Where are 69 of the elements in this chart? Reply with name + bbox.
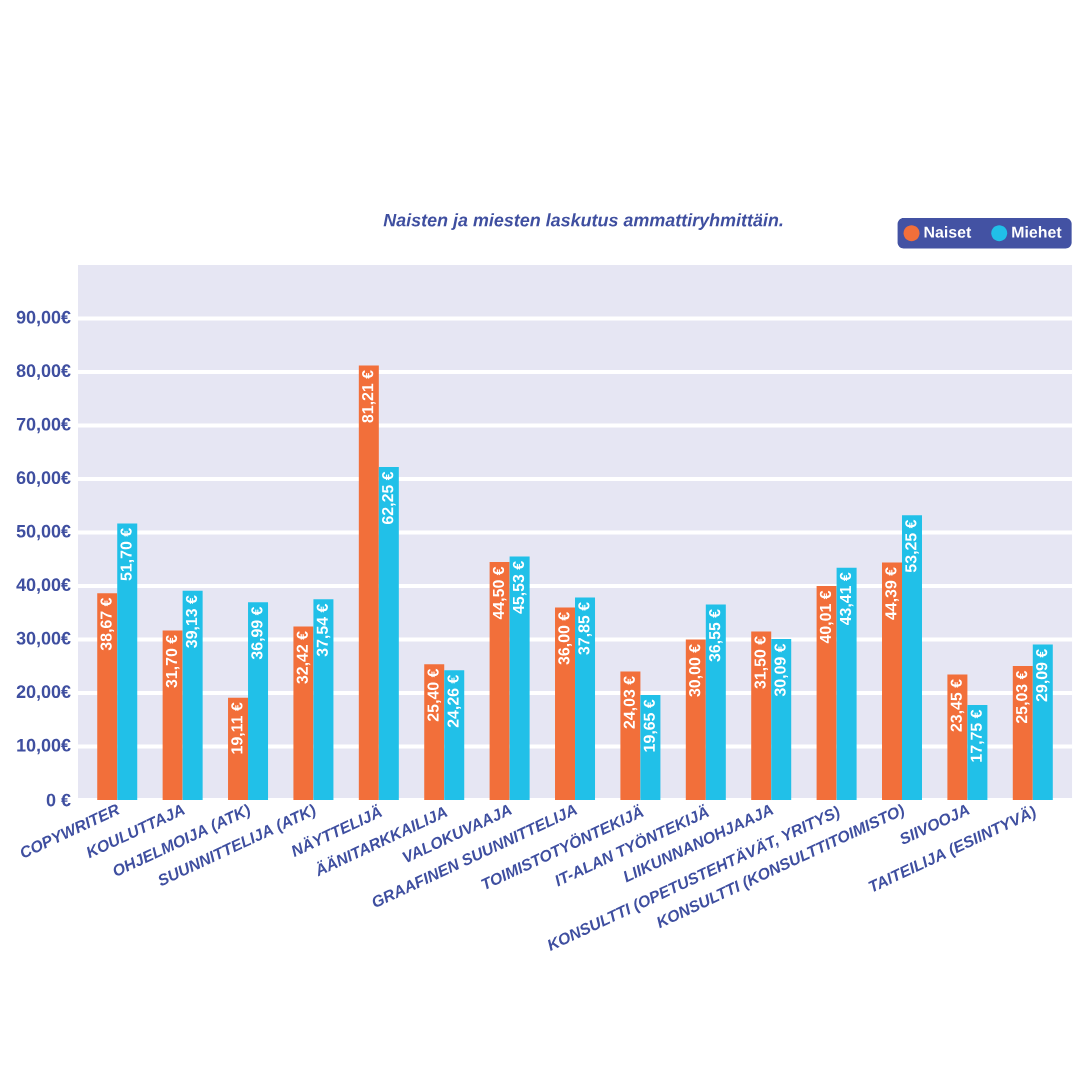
data-label: 36,55 €: [709, 609, 723, 662]
bar: [117, 523, 138, 801]
bar: [620, 671, 641, 801]
data-label: 31,70 €: [165, 635, 180, 688]
data-label: 24,26 €: [447, 674, 462, 728]
bar: [685, 639, 706, 801]
legend-label: Miehet: [1012, 226, 1062, 238]
data-label: 39,13 €: [185, 595, 200, 648]
bar: [313, 599, 334, 801]
bar: [182, 590, 203, 801]
data-label: 37,54 €: [316, 603, 331, 657]
bar: [509, 556, 530, 801]
data-label: 53,25 €: [905, 519, 919, 573]
y-tick-label: 60,00€: [16, 471, 71, 487]
bar: [424, 664, 445, 801]
data-label: 38,67 €: [100, 597, 115, 651]
data-label: 44,39 €: [885, 567, 899, 620]
data-label: 36,00 €: [558, 612, 572, 665]
y-tick-label: 80,00€: [16, 364, 71, 380]
data-label: 30,00 €: [689, 644, 703, 697]
data-label: 32,42 €: [296, 631, 311, 684]
data-label: 25,40 €: [427, 668, 442, 722]
y-tick-label: 50,00€: [16, 524, 71, 541]
data-label: 81,21 €: [362, 370, 376, 423]
bar: [378, 466, 399, 801]
bar: [248, 602, 269, 801]
bar: [162, 630, 183, 801]
y-tick-label: 90,00€: [16, 310, 71, 327]
bar: [489, 561, 510, 801]
bar: [444, 670, 465, 801]
data-label: 29,09 €: [1036, 649, 1050, 702]
data-label: 44,50 €: [492, 566, 507, 620]
bar: [358, 365, 379, 801]
bar: [1012, 666, 1033, 801]
bar: [751, 631, 772, 801]
bar: [555, 607, 576, 801]
data-label: 30,09 €: [774, 643, 789, 697]
y-tick-label: 30,00€: [16, 631, 71, 648]
bar: [947, 674, 968, 801]
data-label: 25,03 €: [1016, 670, 1030, 724]
data-label: 43,41 €: [839, 572, 854, 626]
y-tick-label: 20,00€: [16, 685, 71, 701]
data-label: 40,01 €: [819, 590, 834, 644]
bar: [293, 626, 314, 801]
data-label: 19,11 €: [231, 702, 245, 754]
bar: [575, 597, 596, 801]
data-label: 23,45 €: [950, 679, 965, 732]
bar: [705, 604, 726, 801]
bar: [97, 593, 118, 801]
data-label: 19,65 €: [643, 699, 658, 752]
bar: [836, 567, 857, 801]
data-label: 37,85 €: [578, 602, 592, 655]
bar: [882, 562, 902, 801]
y-tick-label: 10,00€: [17, 738, 71, 755]
y-tick-label: 70,00€: [16, 417, 71, 434]
bar: [902, 515, 922, 801]
data-label: 36,99 €: [251, 606, 265, 660]
data-label: 31,50 €: [754, 636, 769, 689]
chart-title: Naisten ja miesten laskutus ammattiryhmittäin.: [383, 213, 783, 230]
data-label: 17,75 €: [970, 709, 985, 762]
y-tick-label: 40,00€: [16, 578, 71, 594]
bar: [771, 639, 792, 801]
data-label: 62,25 €: [382, 471, 396, 524]
bar: [816, 585, 837, 801]
bar: [1032, 644, 1053, 801]
legend-label: Naiset: [924, 226, 972, 238]
data-label: 51,70 €: [120, 528, 135, 581]
data-label: 24,03 €: [623, 676, 638, 729]
data-label: 45,53 €: [512, 561, 527, 614]
